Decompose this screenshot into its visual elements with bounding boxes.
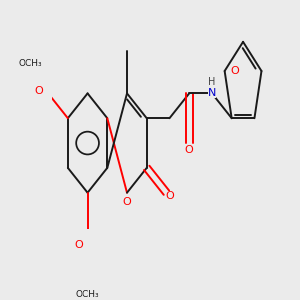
Text: O: O bbox=[185, 146, 194, 155]
Text: O: O bbox=[74, 240, 83, 250]
Text: OCH₃: OCH₃ bbox=[76, 290, 99, 299]
Text: O: O bbox=[165, 191, 174, 201]
Text: O: O bbox=[35, 86, 44, 96]
Text: O: O bbox=[123, 197, 131, 207]
Text: OCH₃: OCH₃ bbox=[19, 58, 42, 68]
Text: O: O bbox=[230, 66, 239, 76]
Text: H: H bbox=[208, 76, 216, 86]
Text: N: N bbox=[208, 88, 216, 98]
